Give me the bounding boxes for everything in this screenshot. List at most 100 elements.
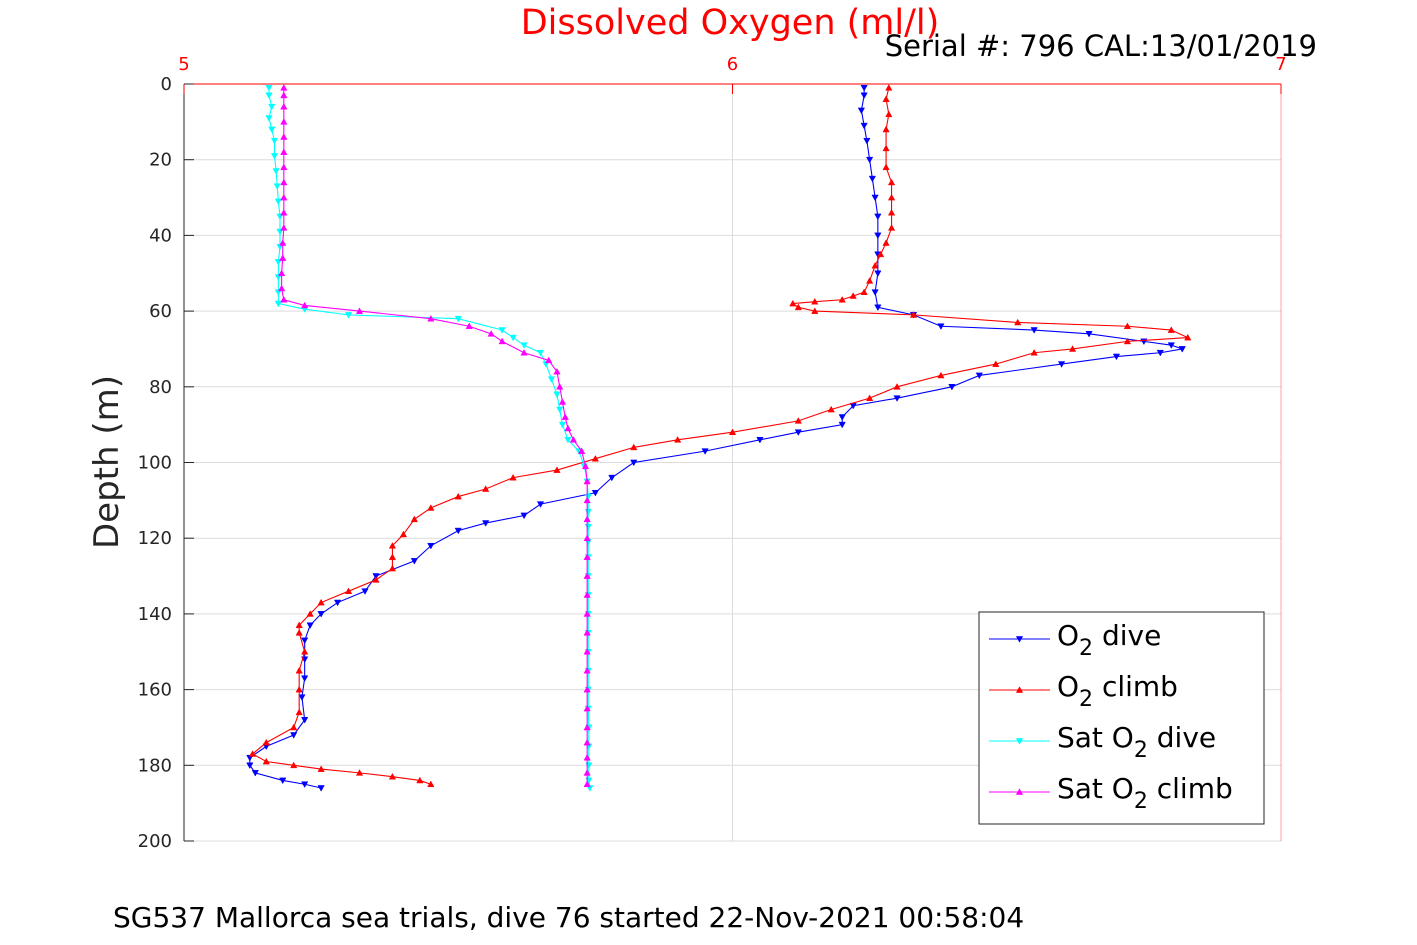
o2-dive-point	[317, 611, 325, 618]
o2-climb-point	[410, 515, 418, 523]
o2-climb-point	[1068, 345, 1077, 352]
o2-dive-point	[857, 107, 866, 115]
legend-label: O2 dive	[1057, 619, 1161, 661]
o2-climb-point	[885, 110, 893, 118]
sat-o2-climb-point	[583, 685, 591, 693]
sat-o2-climb-point	[564, 424, 572, 432]
o2-climb-point	[882, 239, 890, 246]
o2-dive-point	[1085, 331, 1093, 338]
sat-o2-climb-point	[583, 769, 591, 776]
o2-climb-point	[866, 394, 874, 401]
o2-climb-point	[295, 708, 303, 716]
sat-o2-climb-point	[561, 413, 569, 420]
sat-o2-climb-point	[520, 349, 528, 356]
o2-dive-point	[937, 323, 945, 330]
o2-climb-point	[887, 178, 896, 186]
o2-dive-point	[871, 289, 879, 296]
o2-climb-point	[992, 360, 1000, 367]
o2-dive-point	[301, 675, 309, 682]
o2-dive-point	[1156, 349, 1164, 357]
x-tick-label: 6	[727, 54, 738, 75]
legend-marker	[1015, 636, 1024, 643]
o2-dive-point	[301, 637, 309, 645]
sat-o2-climb-point	[280, 102, 288, 110]
o2-climb-point	[295, 621, 303, 629]
legend-label: Sat O2 dive	[1057, 721, 1216, 763]
chart-title: Dissolved Oxygen (ml/l)	[521, 3, 940, 43]
sat-o2-climb-point	[280, 208, 288, 216]
o2-dive-point	[333, 599, 342, 607]
legend-item-sat-o2-climb: Sat O2 climb	[989, 772, 1233, 814]
o2-dive-point	[866, 156, 874, 164]
o2-climb-point	[789, 299, 797, 307]
o2-climb-point	[248, 750, 257, 757]
sat-o2-climb-point	[583, 704, 591, 712]
sat-o2-climb-point	[583, 515, 591, 523]
o2-dive-point	[454, 527, 462, 535]
sat-o2-dive-point	[270, 137, 279, 145]
sat-o2-climb-point	[279, 239, 287, 246]
o2-climb-point	[306, 610, 314, 617]
sat-o2-dive-point	[558, 421, 567, 429]
y-axis-label: Depth (m)	[87, 375, 127, 549]
sat-o2-climb-point	[465, 322, 473, 330]
sat-o2-climb-point	[279, 254, 287, 261]
o2-dive-point	[874, 213, 882, 221]
legend-marker	[1015, 738, 1024, 745]
o2-dive-point	[701, 448, 709, 455]
sat-o2-dive-point	[553, 391, 561, 399]
o2-dive-point	[630, 459, 638, 467]
o2-dive-point	[290, 732, 298, 739]
o2-dive-point	[871, 194, 879, 202]
o2-dive-point	[591, 489, 599, 497]
legend-item-sat-o2-dive: Sat O2 dive	[989, 721, 1216, 763]
x-tick-label: 7	[1275, 54, 1286, 75]
o2-climb-point	[887, 193, 896, 201]
legend-label: Sat O2 climb	[1057, 772, 1233, 814]
o2-dive-point	[410, 558, 418, 565]
o2-dive-point	[874, 304, 882, 312]
o2-climb-point	[1030, 349, 1038, 356]
o2-dive-point	[863, 137, 871, 145]
y-tick-label: 180	[138, 755, 172, 776]
sat-o2-climb-point	[498, 337, 506, 345]
sat-o2-climb-point	[583, 666, 591, 674]
sat-o2-climb-point	[545, 356, 553, 364]
o2-climb-point	[295, 629, 303, 636]
o2-climb-point	[893, 383, 901, 390]
sat-o2-climb-point	[280, 296, 288, 303]
sat-o2-climb-point	[583, 534, 591, 542]
o2-climb-point	[909, 311, 918, 318]
o2-dive-point	[874, 270, 882, 277]
sat-o2-dive-point	[556, 406, 564, 414]
o2-climb-point	[1184, 333, 1192, 341]
legend-box	[978, 611, 1265, 825]
series-sat-o2-climb	[278, 84, 591, 788]
sat-o2-climb-point	[280, 163, 288, 171]
o2-climb-point	[388, 553, 397, 560]
y-tick-label: 0	[161, 74, 172, 95]
sat-o2-climb-point	[583, 648, 591, 655]
sat-o2-climb-point	[581, 462, 590, 470]
o2-climb-point	[827, 405, 835, 413]
o2-climb-point	[388, 772, 397, 780]
o2-climb-point	[317, 598, 325, 606]
o2-dive-point	[860, 92, 868, 100]
sat-o2-dive-point	[344, 312, 353, 319]
legend-marker	[1015, 686, 1024, 693]
o2-climb-point	[454, 492, 462, 500]
y-tick-label: 200	[138, 831, 172, 852]
sat-o2-dive-point	[273, 183, 281, 190]
o2-dive-point	[975, 372, 983, 380]
o2-climb-point	[1167, 326, 1175, 333]
o2-climb-point	[630, 443, 638, 451]
o2-dive-point	[1167, 342, 1175, 349]
o2-dive-point	[838, 414, 846, 421]
o2-climb-point	[674, 436, 682, 443]
y-tick-label: 160	[138, 680, 172, 701]
o2-climb-point	[728, 428, 737, 436]
sat-o2-climb-point	[280, 133, 288, 140]
sat-o2-climb-point	[583, 591, 591, 598]
y-tick-label: 100	[138, 453, 172, 474]
o2-climb-point	[416, 776, 424, 784]
